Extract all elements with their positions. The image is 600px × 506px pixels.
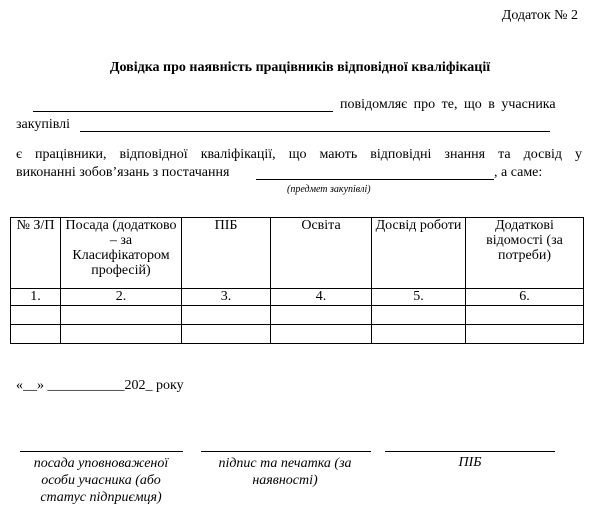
- header-additional: Додаткові відомості (за потреби): [465, 217, 584, 289]
- table-number-row: 1. 2. 3. 4. 5. 6.: [10, 288, 584, 306]
- date-line[interactable]: «__» ___________202_ року: [16, 378, 184, 393]
- header-experience: Досвід роботи: [371, 217, 466, 289]
- signature-caption-signature: підпис та печатка (за наявності): [218, 456, 352, 488]
- table-cell[interactable]: [270, 305, 372, 325]
- header-name: ПІБ: [181, 217, 271, 289]
- signature-line-name[interactable]: [385, 451, 555, 452]
- paragraph2-ending: , а саме:: [494, 165, 543, 180]
- paragraph2-line1: є працівники, відповідної кваліфікації, …: [16, 147, 582, 162]
- column-number: 2.: [60, 288, 182, 306]
- signature-line-position[interactable]: [20, 451, 183, 452]
- procurement-participant-field[interactable]: [80, 131, 550, 132]
- paragraph1-text: повідомляє про те, що в учасника: [340, 97, 556, 112]
- column-number: 5.: [371, 288, 466, 306]
- paragraph1-label: закупівлі: [16, 117, 71, 132]
- signature-caption-name: ПІБ: [458, 455, 482, 470]
- table-cell[interactable]: [465, 305, 584, 325]
- table-cell[interactable]: [371, 324, 466, 344]
- signature-caption-position: посада уповноваженої особи учасника (або…: [33, 456, 169, 505]
- table-cell[interactable]: [270, 324, 372, 344]
- column-number: 6.: [465, 288, 584, 306]
- subject-hint: (предмет закупівлі): [287, 184, 371, 195]
- table-cell[interactable]: [10, 324, 61, 344]
- paragraph2-line2: виконанні зобов’язань з постачання: [16, 165, 230, 180]
- table-cell[interactable]: [181, 324, 271, 344]
- procurement-subject-field[interactable]: [256, 179, 494, 180]
- table-cell[interactable]: [60, 324, 182, 344]
- column-number: 4.: [270, 288, 372, 306]
- column-number: 1.: [10, 288, 61, 306]
- header-number: № З/П: [10, 217, 61, 289]
- table-cell[interactable]: [181, 305, 271, 325]
- header-education: Освіта: [270, 217, 372, 289]
- employees-table: № З/П Посада (додатково – за Класифікато…: [10, 217, 584, 344]
- participant-name-field[interactable]: [33, 111, 333, 112]
- table-row: [10, 305, 584, 325]
- table-cell[interactable]: [10, 305, 61, 325]
- document-title: Довідка про наявність працівників відпов…: [109, 60, 491, 75]
- column-number: 3.: [181, 288, 271, 306]
- table-header-row: № З/П Посада (додатково – за Класифікато…: [10, 217, 584, 289]
- table-cell[interactable]: [60, 305, 182, 325]
- table-row: [10, 324, 584, 344]
- signature-line-signature[interactable]: [201, 451, 371, 452]
- header-position: Посада (додатково – за Класифікатором пр…: [60, 217, 182, 289]
- table-cell[interactable]: [465, 324, 584, 344]
- table-cell[interactable]: [371, 305, 466, 325]
- annex-label: Додаток № 2: [501, 8, 578, 23]
